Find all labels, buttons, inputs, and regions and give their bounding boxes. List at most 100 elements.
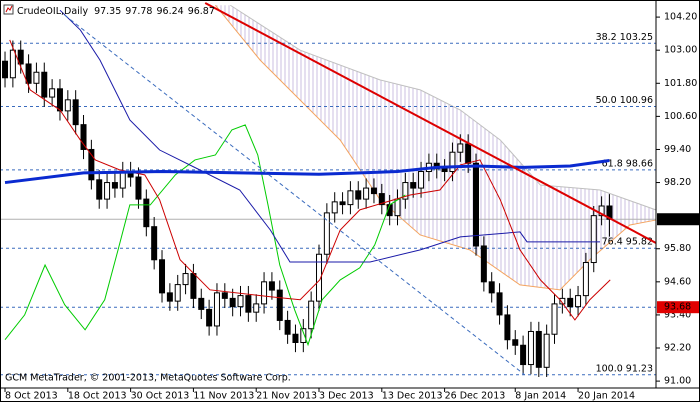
- candle-body: [520, 344, 527, 366]
- candle-body: [9, 49, 16, 79]
- candle-body: [143, 198, 150, 228]
- last-high: 97.78: [125, 6, 152, 17]
- x-tick-label: 11 Nov 2013: [193, 391, 254, 402]
- candle-body: [88, 148, 95, 181]
- candle-body: [480, 245, 487, 283]
- candle-body: [119, 171, 126, 189]
- y-tick-label: 101.80: [664, 78, 697, 89]
- candle-body: [245, 295, 252, 313]
- candle-body: [166, 292, 173, 302]
- candle-body: [151, 226, 158, 261]
- indicator-line: [4, 159, 610, 185]
- candle-body: [543, 333, 550, 368]
- candle-body: [17, 49, 24, 65]
- y-tick-label: 94.60: [664, 276, 691, 287]
- candle-body: [410, 182, 417, 189]
- candle-body: [190, 273, 197, 299]
- candle-body: [535, 330, 542, 368]
- footer: GCM MetaTrader, © 2001-2013, MetaQuotes …: [5, 373, 291, 384]
- indicator-line: [59, 9, 601, 263]
- candle-body: [370, 187, 377, 195]
- x-tick-label: 26 Dec 2013: [445, 391, 506, 402]
- x-tick-label: 3 Dec 2013: [319, 391, 374, 402]
- candle-body: [567, 297, 574, 308]
- candle-body: [504, 314, 511, 341]
- header: CrudeOIL,Daily 97.35 97.78 96.24 96.87: [17, 6, 215, 17]
- candle-body: [551, 303, 558, 335]
- y-tick-label: 104.20: [664, 12, 697, 23]
- symbol-icon: [3, 4, 14, 15]
- candle-body: [80, 124, 87, 150]
- candle-body: [64, 99, 71, 112]
- candle-body: [268, 281, 275, 291]
- candle-body: [512, 339, 519, 346]
- candle-body: [182, 273, 189, 286]
- candle-body: [41, 71, 48, 98]
- candle-body: [206, 308, 213, 327]
- candle-body: [331, 201, 338, 214]
- candle-body: [316, 253, 323, 302]
- marker-price-label: 93.68: [664, 302, 691, 313]
- candle-body: [457, 143, 464, 153]
- candle-body: [465, 143, 472, 164]
- candle-body: [308, 300, 315, 330]
- candle-body: [292, 333, 299, 343]
- last-price-box: [657, 213, 699, 226]
- y-tick-label: 93.40: [664, 309, 691, 320]
- candle-body: [104, 182, 111, 200]
- x-tick-label: 8 Oct 2013: [5, 391, 58, 402]
- x-tick-label: 13 Dec 2013: [382, 391, 443, 402]
- symbol: CrudeOIL,Daily: [17, 6, 88, 17]
- candle-body: [253, 303, 260, 313]
- candle-body: [339, 201, 346, 206]
- candle-body: [49, 88, 56, 98]
- candle-body: [33, 71, 40, 84]
- candle-body: [284, 319, 291, 335]
- candle-body: [449, 151, 456, 173]
- candle-body: [261, 281, 268, 305]
- candle-body: [229, 297, 236, 308]
- candle-body: [598, 205, 605, 217]
- candle-body: [2, 60, 9, 79]
- candle-body: [575, 295, 582, 308]
- candle-body: [559, 297, 566, 305]
- candle-body: [276, 289, 283, 321]
- candle-body: [25, 63, 32, 84]
- fib-label: 76.4 95.82: [602, 237, 653, 248]
- x-tick-label: 18 Oct 2013: [68, 391, 127, 402]
- x-tick-label: 20 Jan 2014: [578, 391, 635, 402]
- fib-label: 61.8 98.66: [602, 158, 653, 169]
- candle-body: [496, 292, 503, 316]
- plot-area: 38.2 103.25 50.0 100.96 61.8 98.66 76.4 95.…: [0, 2, 657, 377]
- candle-body: [174, 284, 181, 302]
- last-open: 97.35: [94, 6, 121, 17]
- candle-body: [378, 193, 385, 206]
- y-tick-label: 103.00: [664, 45, 697, 56]
- candle-body: [72, 99, 79, 126]
- last-close: 96.87: [188, 6, 215, 17]
- candle-body: [590, 215, 597, 264]
- cloud-upper-line: [230, 4, 656, 211]
- fib-label: 50.0 100.96: [596, 95, 653, 106]
- x-tick-label: 8 Jan 2014: [515, 391, 566, 402]
- fib-label: 38.2 103.25: [596, 32, 653, 43]
- candle-body: [323, 212, 330, 255]
- candle-body: [582, 262, 589, 297]
- candle-body: [347, 190, 354, 206]
- indicator-line: [9, 39, 611, 321]
- candle-body: [363, 187, 370, 200]
- y-tick-label: 92.20: [664, 343, 691, 354]
- x-tick-label: 21 Nov 2013: [256, 391, 317, 402]
- last-price-label: 96.87: [664, 214, 691, 225]
- candle-body: [300, 328, 307, 343]
- indicator-line: [204, 2, 657, 244]
- x-tick-label: 30 Oct 2013: [131, 391, 190, 402]
- cloud-fill: [215, 5, 656, 290]
- candle-body: [402, 182, 409, 200]
- candle-body: [473, 162, 480, 247]
- candle-body: [527, 330, 534, 366]
- candle-body: [159, 259, 166, 294]
- candle-body: [96, 179, 103, 200]
